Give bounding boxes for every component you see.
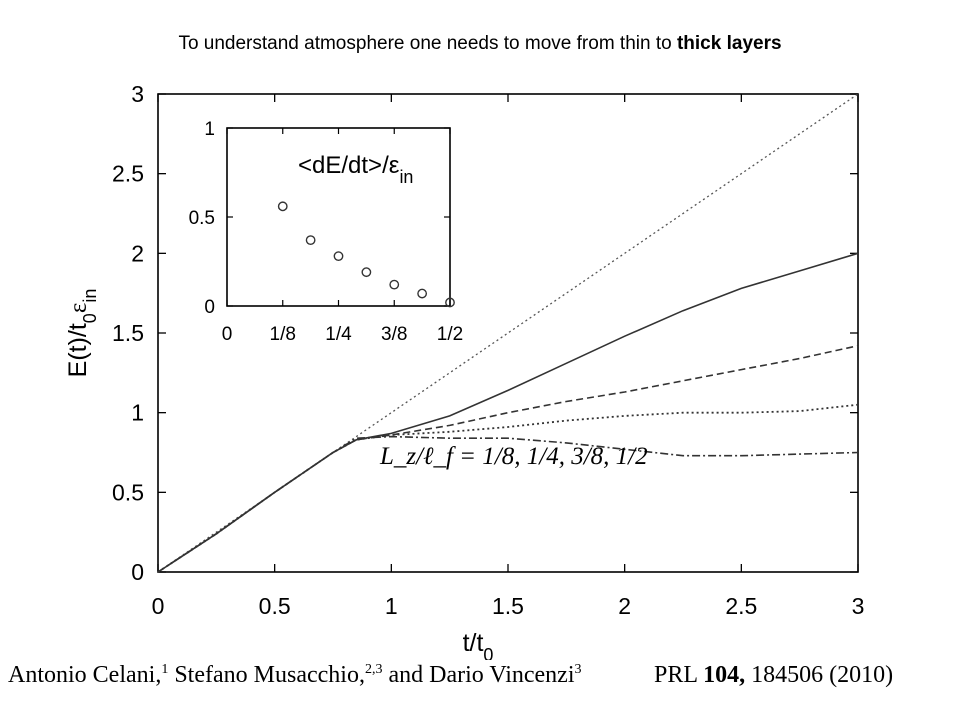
inset-data-point [333, 251, 344, 262]
main-axis-ticks: 0 0.5 1 1.5 2 2.5 3 0 0.5 1 1.5 2 2.5 3 [112, 81, 864, 619]
citation-journal: PRL 104, 184506 (2010) [654, 662, 894, 688]
inset-y-label: <dE/dt>/εin [298, 152, 413, 187]
inset-data-point [417, 288, 428, 299]
inset-x-tick-label: 1/2 [437, 324, 463, 345]
inset-x-tick-label: 0 [222, 324, 233, 345]
inset-chart: 0 1/8 1/4 3/8 1/2 0 0.5 1 <dE/dt>/εin [189, 119, 464, 345]
series-annotation: L_z/ℓ_f = 1/8, 1/4, 3/8, 1/2 [379, 443, 648, 470]
inset-data-point [445, 297, 455, 308]
y-tick-label: 0.5 [112, 479, 144, 505]
series-line-dash-dot [157, 435, 859, 573]
energy-chart: 0 0.5 1 1.5 2 2.5 3 0 0.5 1 1.5 2 2.5 3 t/t0 E(t)/t0ε… [64, 81, 864, 660]
slide-title-bold: thick layers [676, 33, 782, 54]
y-tick-label: 2.5 [112, 161, 144, 187]
main-series-group [157, 93, 859, 573]
series-line-solid [157, 252, 859, 573]
x-tick-label: 0.5 [259, 593, 291, 619]
x-tick-label: 0 [152, 593, 165, 619]
x-axis-label: t/t0 [463, 629, 494, 660]
inset-data-point [361, 267, 372, 278]
series-line-dashed [157, 344, 859, 573]
x-tick-label: 1 [385, 593, 398, 619]
y-tick-label: 1.5 [112, 320, 144, 346]
x-tick-label: 1.5 [492, 593, 524, 619]
inset-y-tick-label: 0.5 [189, 208, 215, 229]
inset-x-tick-label: 3/8 [381, 324, 407, 345]
series-line-dotted [157, 403, 859, 573]
inset-points-group [277, 201, 455, 308]
inset-data-point [389, 279, 400, 290]
citation-authors: Antonio Celani,1 Stefano Musacchio,2,3 a… [8, 662, 582, 688]
slide-title: To understand atmosphere one needs to mo… [178, 33, 782, 54]
x-tick-label: 2.5 [725, 593, 757, 619]
x-tick-label: 2 [618, 593, 631, 619]
y-axis-label: E(t)/t0εin [64, 289, 100, 378]
y-tick-label: 3 [131, 81, 144, 107]
y-tick-label: 0 [131, 559, 144, 585]
x-tick-label: 3 [852, 593, 865, 619]
inset-axis-ticks: 0 1/8 1/4 3/8 1/2 0 0.5 1 [189, 119, 464, 345]
inset-x-tick-label: 1/4 [325, 324, 352, 345]
inset-data-point [277, 201, 288, 212]
y-tick-label: 2 [131, 240, 144, 266]
inset-y-tick-label: 0 [204, 297, 215, 318]
inset-x-tick-label: 1/8 [270, 324, 296, 345]
inset-data-point [305, 235, 316, 246]
inset-y-tick-label: 1 [204, 119, 215, 140]
y-tick-label: 1 [131, 400, 144, 426]
